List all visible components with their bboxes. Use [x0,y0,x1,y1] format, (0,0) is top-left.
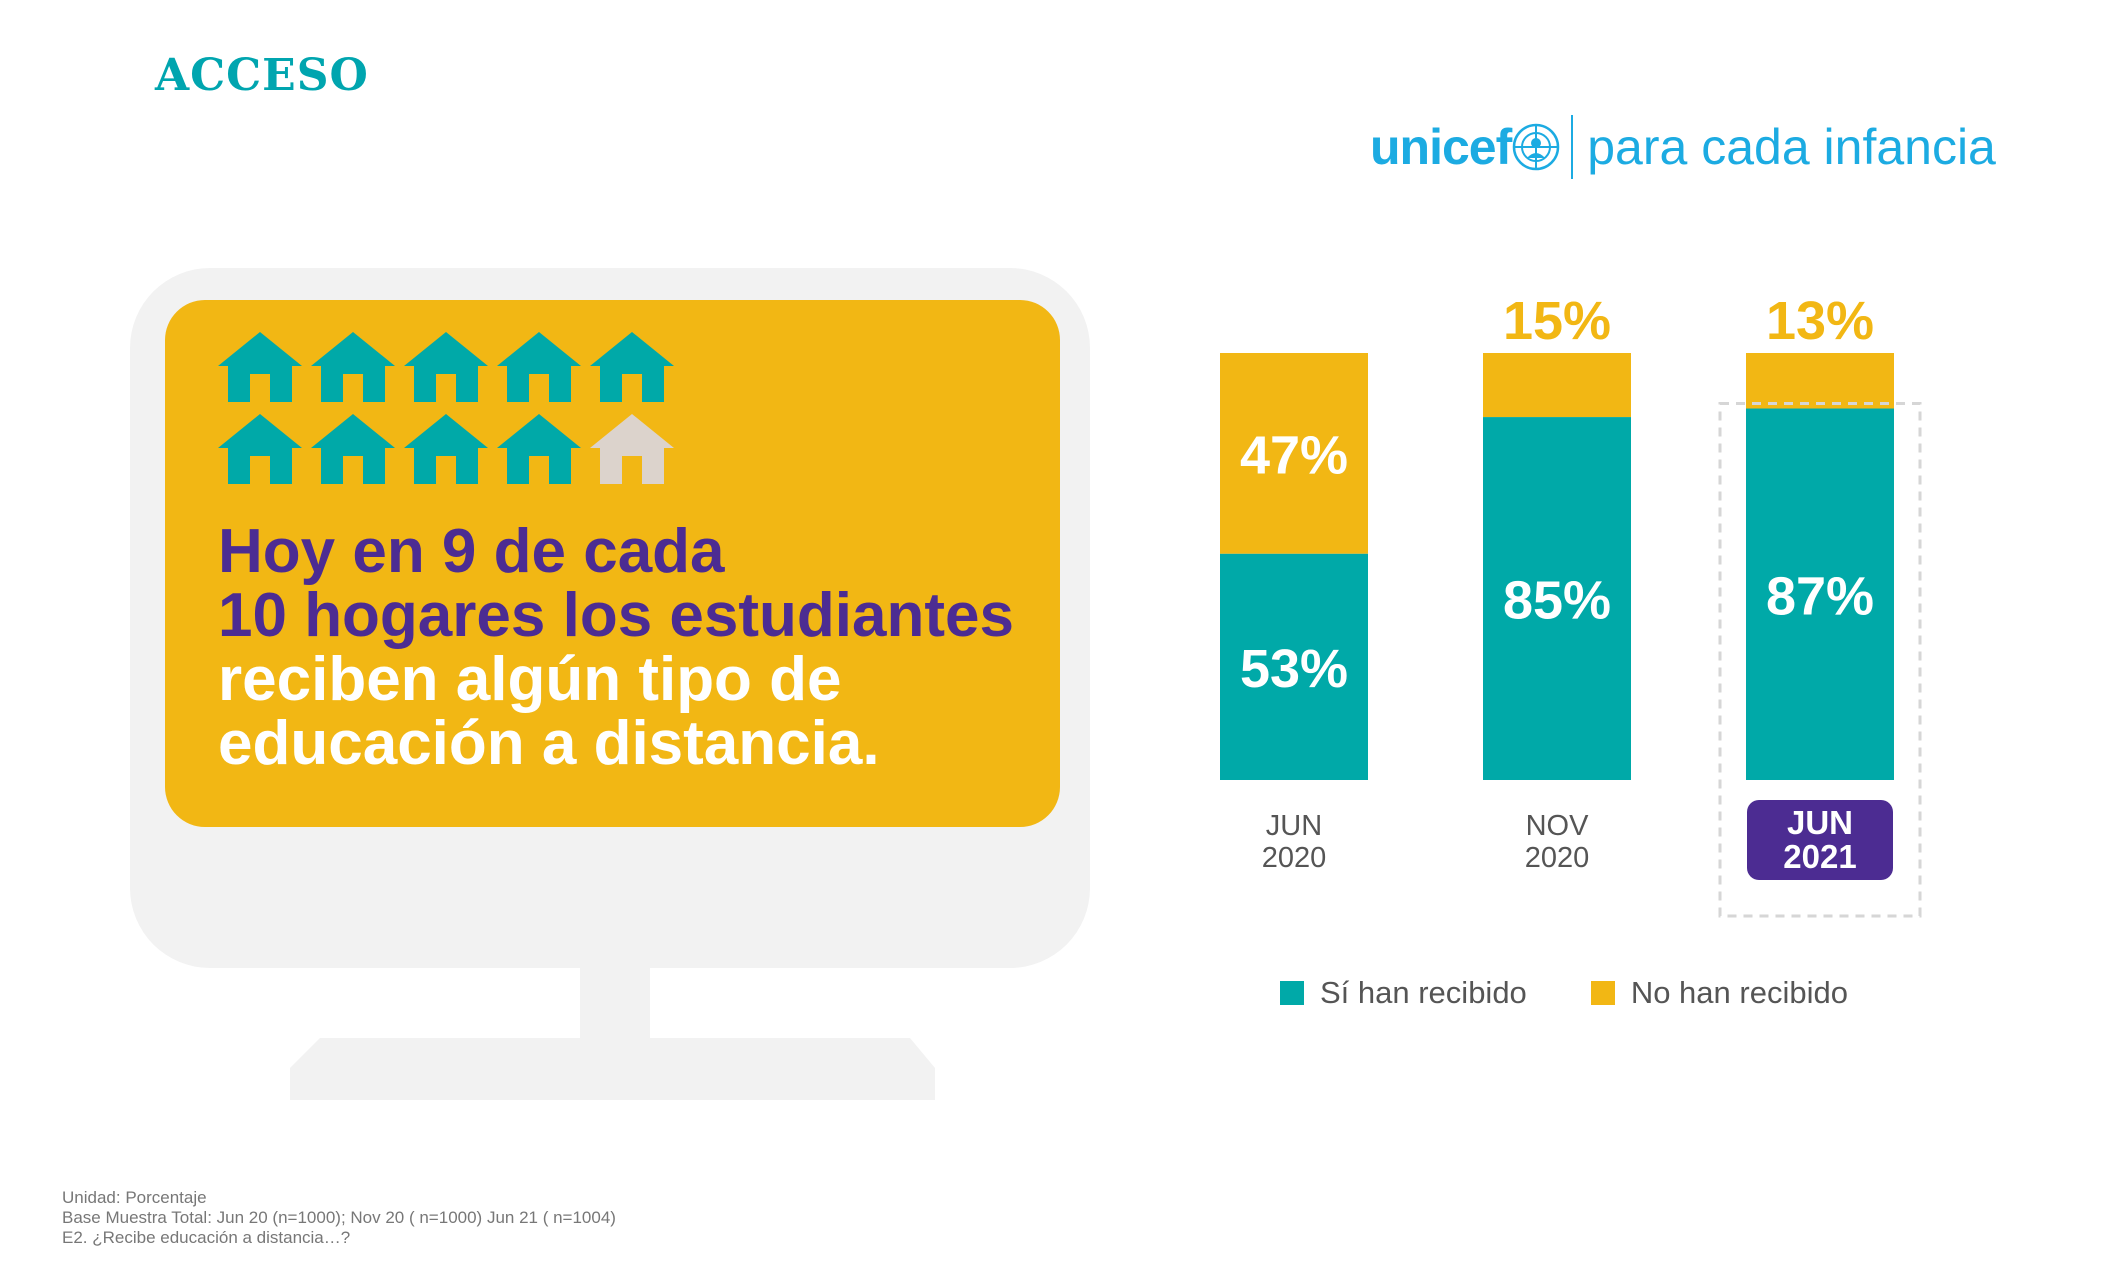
legend: Sí han recibido No han recibido [1280,975,1912,1011]
house-icon [404,332,488,402]
legend-item-no: No han recibido [1590,975,1848,1011]
x-tick-label: JUN 2020 [1261,810,1327,874]
logo-divider [1571,115,1574,179]
headline-line-1: Hoy en 9 de cada [218,517,725,586]
x-tick-label: NOV 2020 [1524,810,1590,874]
data-label-no: 15% [1503,291,1611,351]
data-label-no: 13% [1766,291,1874,351]
x-tick-label: JUN 2021 [1747,800,1893,880]
chart-canvas: 53% 47% 85% 15% 87% 13% [1220,291,1922,918]
unicef-tagline: para cada infancia [1587,119,1996,175]
note-base: Base Muestra Total: Jun 20 (n=1000); Nov… [62,1208,616,1227]
legend-swatch-yes [1280,981,1304,1005]
headline-line-3: reciben algún tipo de [218,645,842,714]
legend-label-no: No han recibido [1630,975,1848,1010]
house-icon [590,414,674,484]
unicef-logo: unicef para cada infancia [1370,112,1996,182]
headline-line-4: educación a distancia. [218,709,880,778]
monitor-illustration [130,268,1090,1100]
bar-si-han-recibido [1220,553,1368,780]
house-icon-grid [218,332,674,484]
house-icon [218,414,302,484]
legend-item-yes: Sí han recibido [1280,975,1527,1011]
note-question: E2. ¿Recibe educación a distancia…? [62,1228,351,1247]
legend-label-yes: Sí han recibido [1320,975,1527,1010]
house-icon [590,332,674,402]
data-label-no: 47% [1240,425,1348,485]
house-icon [218,332,302,402]
headline: Hoy en 9 de cada 10 hogares los estudian… [218,520,1078,776]
house-icon [497,332,581,402]
note-unit: Unidad: Porcentaje [62,1188,207,1207]
unicef-wordmark: unicef [1370,119,1512,175]
house-icon [311,414,395,484]
bar-no-han-recibido [1483,353,1631,418]
house-icon [404,414,488,484]
house-icon [497,414,581,484]
stacked-bar-chart: 53% 47% 85% 15% 87% 13% JUN 2020 NOV 2020 JUN 2021 [1180,280,1980,940]
monitor-neck [580,968,650,1038]
bar-si-han-recibido [1746,408,1894,780]
data-label-si: 53% [1240,639,1348,699]
legend-swatch-no [1590,981,1615,1005]
data-label-si: 85% [1503,571,1611,631]
bar-no-han-recibido [1220,353,1368,554]
data-label-si: 87% [1766,566,1874,626]
footnotes: Unidad: Porcentaje Base Muestra Total: J… [62,1188,616,1248]
unicef-emblem-icon [1513,123,1560,171]
monitor-screen [165,300,1060,827]
headline-line-2: 10 hogares los estudiantes [218,581,1014,650]
bar-no-han-recibido [1746,353,1894,409]
monitor-base [290,1038,935,1100]
bar-si-han-recibido [1483,417,1631,780]
house-icon [311,332,395,402]
section-title: ACCESO [155,50,369,101]
highlight-box [1718,402,1922,918]
